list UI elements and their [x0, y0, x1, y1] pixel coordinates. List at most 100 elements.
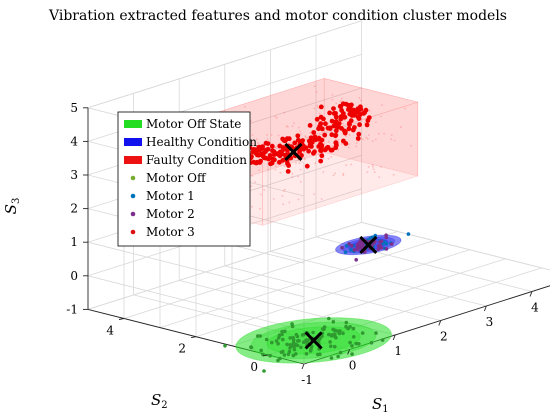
data-point: [280, 332, 284, 337]
z-tick-label: 3: [70, 168, 78, 182]
data-point: [376, 247, 381, 251]
data-point: [276, 341, 280, 346]
data-point: [364, 122, 370, 128]
legend-swatch: [124, 120, 142, 128]
data-point: [384, 233, 388, 237]
data-point: [318, 114, 324, 120]
legend-item: Healthy Condition: [124, 135, 257, 149]
data-point: [281, 337, 285, 342]
data-point: [290, 324, 295, 329]
data-point: [329, 356, 334, 360]
data-point: [292, 347, 297, 352]
data-point: [338, 350, 343, 355]
data-point: [333, 119, 338, 125]
data-point: [349, 248, 353, 252]
tick-mark: [438, 320, 442, 326]
legend-item: Motor 3: [130, 225, 195, 239]
z-tick-label: 1: [70, 235, 78, 249]
data-point: [251, 147, 256, 152]
data-point: [297, 149, 302, 154]
data-point: [325, 125, 331, 131]
data-point: [288, 336, 293, 340]
data-point: [350, 352, 354, 356]
data-point: [259, 146, 264, 152]
data-point: [358, 245, 363, 250]
data-point: [322, 327, 326, 332]
centroid-marker: [284, 142, 303, 161]
data-point: [356, 116, 362, 121]
legend-label: Motor 1: [146, 189, 195, 203]
data-point: [309, 344, 314, 349]
data-point: [295, 133, 301, 139]
data-point: [333, 140, 339, 146]
data-point: [280, 329, 284, 334]
data-point: [331, 123, 337, 129]
x-tick-label: -1: [301, 373, 313, 387]
data-point: [327, 332, 331, 337]
legend-label: Healthy Condition: [146, 135, 257, 149]
data-point: [317, 123, 323, 129]
data-point: [357, 122, 362, 128]
y-tick-label: 0: [250, 360, 258, 374]
x-tick-label: 1: [394, 344, 402, 358]
legend: Motor Off State Healthy Condition Faulty C…: [117, 111, 257, 247]
data-point: [319, 153, 325, 159]
data-point: [349, 113, 355, 118]
data-point: [287, 349, 292, 354]
data-point: [380, 338, 385, 342]
tick-mark: [529, 291, 533, 297]
centroid-marker: [304, 331, 323, 350]
data-point: [281, 349, 285, 354]
z-tick-label: -1: [66, 302, 78, 316]
data-point: [348, 325, 352, 329]
x-tick-label: 2: [440, 330, 448, 344]
data-point: [277, 336, 281, 340]
data-point: [328, 340, 332, 344]
data-point: [314, 116, 320, 122]
data-point: [281, 138, 287, 144]
data-point: [270, 340, 274, 345]
data-point: [384, 247, 389, 251]
data-point: [350, 243, 354, 248]
data-point: [258, 334, 263, 338]
data-point: [329, 333, 334, 337]
data-point: [352, 125, 357, 130]
data-point: [294, 332, 299, 337]
x-tick-label: 4: [531, 301, 539, 315]
data-point: [311, 330, 315, 335]
data-point: [313, 137, 319, 143]
data-point: [318, 104, 324, 110]
data-point: [378, 240, 382, 244]
data-point: [384, 242, 389, 246]
data-point: [373, 233, 378, 238]
data-point: [308, 349, 313, 353]
data-point: [323, 121, 328, 127]
data-point: [346, 126, 352, 132]
data-point: [336, 121, 342, 126]
data-point: [327, 316, 331, 321]
legend-item: Motor Off: [130, 171, 207, 185]
data-point: [280, 145, 286, 150]
grid-line: [87, 222, 362, 310]
z-tick-label: 5: [70, 101, 78, 115]
data-point: [355, 247, 360, 252]
data-point: [333, 128, 339, 134]
grid-line: [361, 222, 550, 271]
legend-label: Motor Off State: [146, 117, 241, 131]
data-point: [355, 136, 361, 141]
data-point: [339, 108, 344, 113]
data-point: [331, 111, 337, 116]
legend-label: Motor 2: [146, 207, 195, 221]
data-point: [320, 334, 324, 339]
data-point: [283, 329, 287, 334]
data-point: [351, 326, 356, 331]
data-point: [348, 108, 354, 114]
data-point: [253, 149, 259, 155]
data-point: [301, 146, 307, 152]
data-point: [288, 343, 293, 347]
data-point: [331, 327, 335, 332]
data-point: [348, 118, 354, 124]
grid-line: [195, 249, 470, 338]
legend-marker: [130, 175, 136, 181]
data-point: [342, 129, 348, 135]
